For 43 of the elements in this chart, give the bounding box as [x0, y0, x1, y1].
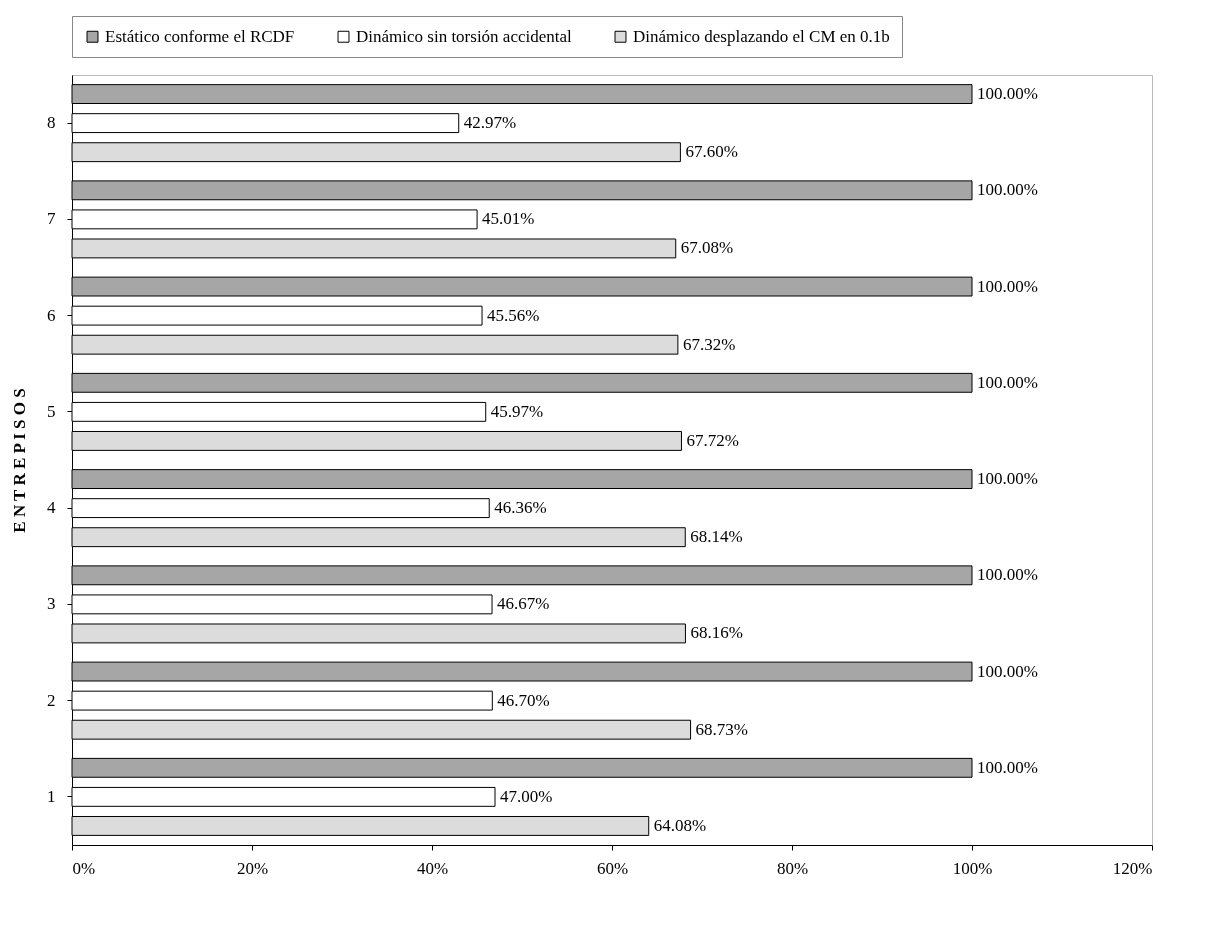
- x-tick-label: 80%: [776, 858, 809, 878]
- x-tick-label: 100%: [952, 858, 993, 878]
- data-label: 46.36%: [494, 498, 547, 518]
- data-label: 68.16%: [690, 623, 743, 643]
- data-label: 45.56%: [487, 305, 540, 325]
- y-tick-label: 6: [47, 305, 56, 325]
- data-label: 47.00%: [500, 786, 553, 806]
- x-tick-label: 20%: [236, 858, 269, 878]
- data-label: 67.32%: [682, 334, 736, 354]
- data-label: 100.00%: [977, 276, 1038, 296]
- y-tick-label: 7: [47, 209, 56, 229]
- legend-label: Estático conforme el RCDF: [105, 26, 295, 46]
- y-tick-label: 8: [47, 113, 56, 133]
- data-label: 100.00%: [977, 84, 1038, 104]
- data-label: 42.97%: [463, 113, 517, 133]
- data-label: 100.00%: [977, 372, 1038, 392]
- x-tick-label: 0%: [72, 858, 96, 878]
- data-label: 67.72%: [686, 430, 739, 450]
- y-tick-label: 1: [47, 786, 56, 806]
- data-label: 68.14%: [690, 527, 743, 547]
- y-tick-label: 3: [47, 594, 56, 614]
- data-label: 100.00%: [977, 565, 1038, 585]
- data-label: 64.08%: [653, 815, 707, 835]
- y-axis-title: E N T R E P I S O S: [10, 388, 29, 533]
- data-label: 45.97%: [490, 401, 544, 421]
- data-label: 45.01%: [482, 209, 535, 229]
- data-label: 100.00%: [977, 469, 1038, 489]
- x-tick-label: 40%: [416, 858, 449, 878]
- data-label: 67.08%: [680, 238, 734, 258]
- x-tick-label: 60%: [596, 858, 629, 878]
- data-label: 100.00%: [977, 661, 1038, 681]
- data-label: 68.73%: [695, 719, 748, 739]
- data-label: 100.00%: [977, 757, 1038, 777]
- data-label: 46.67%: [497, 594, 550, 614]
- data-label: 100.00%: [977, 180, 1038, 200]
- legend-label: Dinámico desplazando el CM en 0.1b: [633, 26, 890, 46]
- y-tick-label: 4: [47, 498, 56, 518]
- data-label: 46.70%: [497, 690, 550, 710]
- y-tick-label: 5: [47, 401, 56, 421]
- data-label: 67.60%: [685, 142, 738, 162]
- x-tick-label: 120%: [1112, 858, 1153, 878]
- legend-label: Dinámico sin torsión accidental: [356, 26, 573, 46]
- y-tick-label: 2: [47, 690, 56, 710]
